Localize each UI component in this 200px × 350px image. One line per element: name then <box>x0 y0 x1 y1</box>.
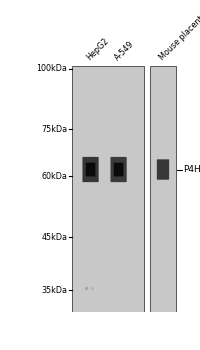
Text: A-549: A-549 <box>112 40 135 62</box>
Text: 35kDa: 35kDa <box>41 286 67 295</box>
Text: HepG2: HepG2 <box>85 37 110 62</box>
Text: 100kDa: 100kDa <box>36 64 67 73</box>
Text: 60kDa: 60kDa <box>41 172 67 181</box>
Bar <box>72 66 143 312</box>
FancyBboxPatch shape <box>156 159 168 180</box>
Text: 75kDa: 75kDa <box>41 125 67 134</box>
FancyBboxPatch shape <box>110 157 126 182</box>
Bar <box>149 66 175 312</box>
FancyBboxPatch shape <box>85 163 95 176</box>
Text: Mouse placenta: Mouse placenta <box>157 11 200 62</box>
Text: P4HA2: P4HA2 <box>182 165 200 174</box>
FancyBboxPatch shape <box>82 157 98 182</box>
Text: 45kDa: 45kDa <box>41 233 67 241</box>
FancyBboxPatch shape <box>113 163 123 176</box>
